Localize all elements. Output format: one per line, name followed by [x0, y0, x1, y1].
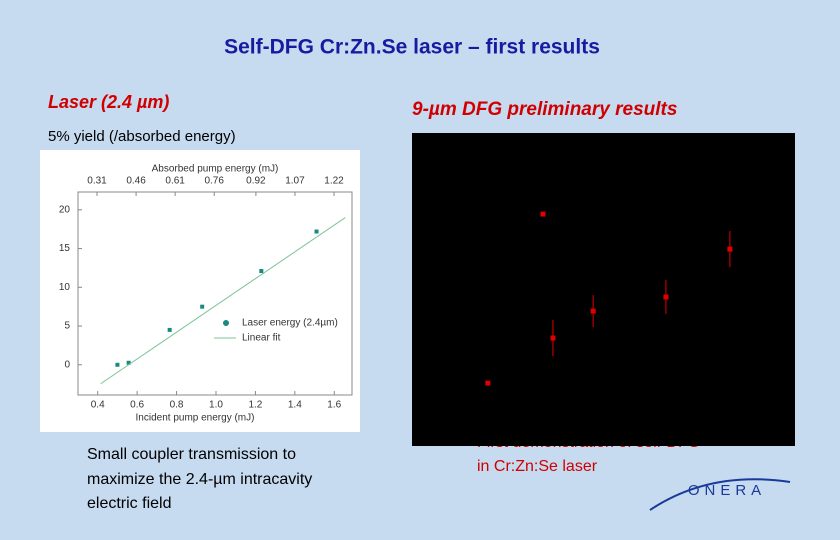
x-tick-label: 0.6 — [130, 400, 144, 411]
x2-tick-label: 0.61 — [165, 176, 185, 187]
data-point — [663, 294, 669, 300]
fit-line — [100, 217, 346, 385]
slide-title: Self-DFG Cr:Zn.Se laser – first results — [224, 36, 600, 59]
data-point — [590, 308, 596, 314]
left-note: maximize the 2.4-µm intracavity — [87, 471, 312, 488]
x-tick-label: 1.4 — [288, 400, 302, 411]
data-point — [550, 335, 556, 341]
left-chart-panel — [40, 150, 360, 432]
x2-tick-label: 0.31 — [87, 176, 107, 187]
right-note: in Cr:Zn:Se laser — [477, 458, 598, 475]
x-tick-label: 1.0 — [209, 400, 223, 411]
x-tick-label: 0.8 — [170, 400, 184, 411]
y-tick-label: 15 — [59, 243, 71, 254]
logo: ONERA — [649, 478, 791, 511]
data-point — [727, 246, 733, 252]
data-point — [167, 327, 172, 332]
x2-tick-label: 1.07 — [285, 176, 305, 187]
data-point — [126, 360, 131, 365]
left-subheading: 5% yield (/absorbed energy) — [48, 128, 236, 145]
x2-tick-label: 1.22 — [324, 176, 344, 187]
x2-axis-label: Absorbed pump energy (mJ) — [152, 164, 279, 175]
y-tick-label: 5 — [64, 321, 70, 332]
plot-background — [412, 133, 795, 446]
y-tick-label: 20 — [59, 204, 71, 215]
right-heading: 9-µm DFG preliminary results — [412, 99, 677, 120]
data-point — [314, 229, 319, 234]
data-point — [259, 269, 264, 274]
y-tick-label: 0 — [64, 359, 70, 370]
logo-swoosh — [649, 478, 791, 511]
legend-label: Laser energy (2.4µm) — [242, 318, 338, 329]
x2-tick-label: 0.92 — [246, 176, 266, 187]
legend-label: Linear fit — [242, 333, 281, 344]
data-point — [485, 380, 491, 386]
x2-tick-label: 0.76 — [204, 176, 224, 187]
x-tick-label: 1.6 — [327, 400, 341, 411]
left-note: Small coupler transmission to — [87, 446, 296, 463]
x2-tick-label: 0.46 — [126, 176, 146, 187]
x-axis-label: Incident pump energy (mJ) — [136, 413, 255, 424]
y-tick-label: 10 — [59, 282, 71, 293]
logo-text: ONERA — [688, 482, 766, 499]
legend-marker — [223, 320, 229, 326]
plot-frame — [77, 191, 353, 396]
data-point — [200, 304, 205, 309]
left-heading: Laser (2.4 µm) — [48, 92, 169, 112]
left-note: electric field — [87, 495, 171, 512]
data-point — [540, 211, 546, 217]
x-tick-label: 1.2 — [248, 400, 262, 411]
x-tick-label: 0.4 — [91, 400, 105, 411]
data-point — [115, 362, 120, 367]
